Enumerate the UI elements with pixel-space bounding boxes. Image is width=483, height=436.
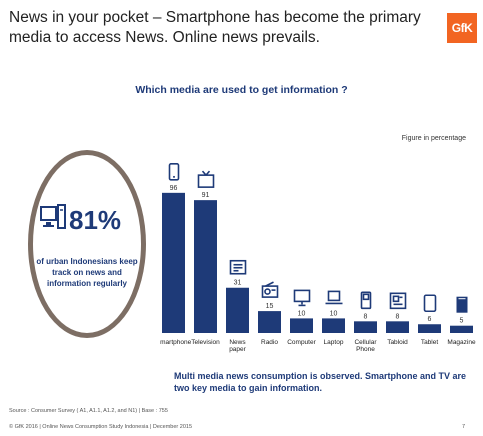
footer-text: © GfK 2016 | Online News Consumption Stu… [9, 424, 193, 430]
radio-icon [261, 281, 279, 298]
stat-block: 81% [40, 203, 140, 237]
tabloid-icon [389, 292, 407, 310]
page-number: 7 [462, 424, 466, 430]
bar-laptop [322, 318, 345, 333]
gfk-logo: GfK [447, 13, 477, 43]
data-label: 6 [428, 316, 432, 323]
bar-television [194, 200, 217, 333]
category-label: News paper [229, 339, 246, 353]
newspaper-icon [229, 259, 247, 275]
stat-circle [28, 150, 146, 338]
category-label: Television [191, 339, 220, 346]
data-label: 10 [330, 310, 338, 317]
figure-note: Figure in percentage [401, 135, 466, 142]
smartphone-icon [168, 163, 180, 181]
television-icon [197, 170, 215, 188]
slide-title: News in your pocket – Smartphone has bec… [9, 9, 421, 46]
data-label: 15 [266, 303, 274, 310]
bar-cellular-phone [354, 321, 377, 333]
category-label: Cellular Phone [354, 339, 377, 353]
tablet-icon [423, 294, 437, 313]
bar-computer [290, 318, 313, 333]
data-label: 5 [460, 318, 464, 325]
data-label: 10 [298, 310, 306, 317]
cellular-phone-icon [360, 291, 372, 310]
bar-radio [258, 311, 281, 333]
chart-title: Which media are used to get information … [135, 84, 348, 96]
source-note: Source : Consumer Survey ( A1, A1.1, A1.… [9, 408, 168, 414]
bar-tabloid [386, 321, 409, 333]
data-label: 91 [202, 192, 210, 199]
stat-value: 81% [69, 204, 122, 235]
bar-magazine [450, 325, 473, 333]
bar-tablet [418, 324, 441, 333]
bar-smartphone [162, 192, 185, 333]
magazine-icon [456, 296, 468, 313]
category-label: Radio [261, 339, 278, 346]
data-label: 31 [234, 280, 242, 287]
data-label: 96 [170, 185, 178, 192]
category-label: Laptop [324, 339, 344, 346]
computer-icon [293, 289, 311, 307]
insight-text: Multi media news consumption is observed… [174, 371, 467, 393]
bar-news-paper [226, 287, 249, 333]
desktop-computer-icon [40, 204, 66, 229]
data-label: 8 [364, 313, 368, 320]
data-label: 8 [396, 313, 400, 320]
category-label: Smartphone [160, 339, 192, 346]
category-label: Tabloid [387, 339, 408, 346]
stat-text: of urban Indonesians keep track on news … [36, 257, 138, 288]
category-label: Magazine [447, 339, 476, 346]
category-label: Computer [287, 339, 316, 346]
laptop-icon [325, 290, 343, 305]
category-label: Tablet [421, 339, 439, 346]
